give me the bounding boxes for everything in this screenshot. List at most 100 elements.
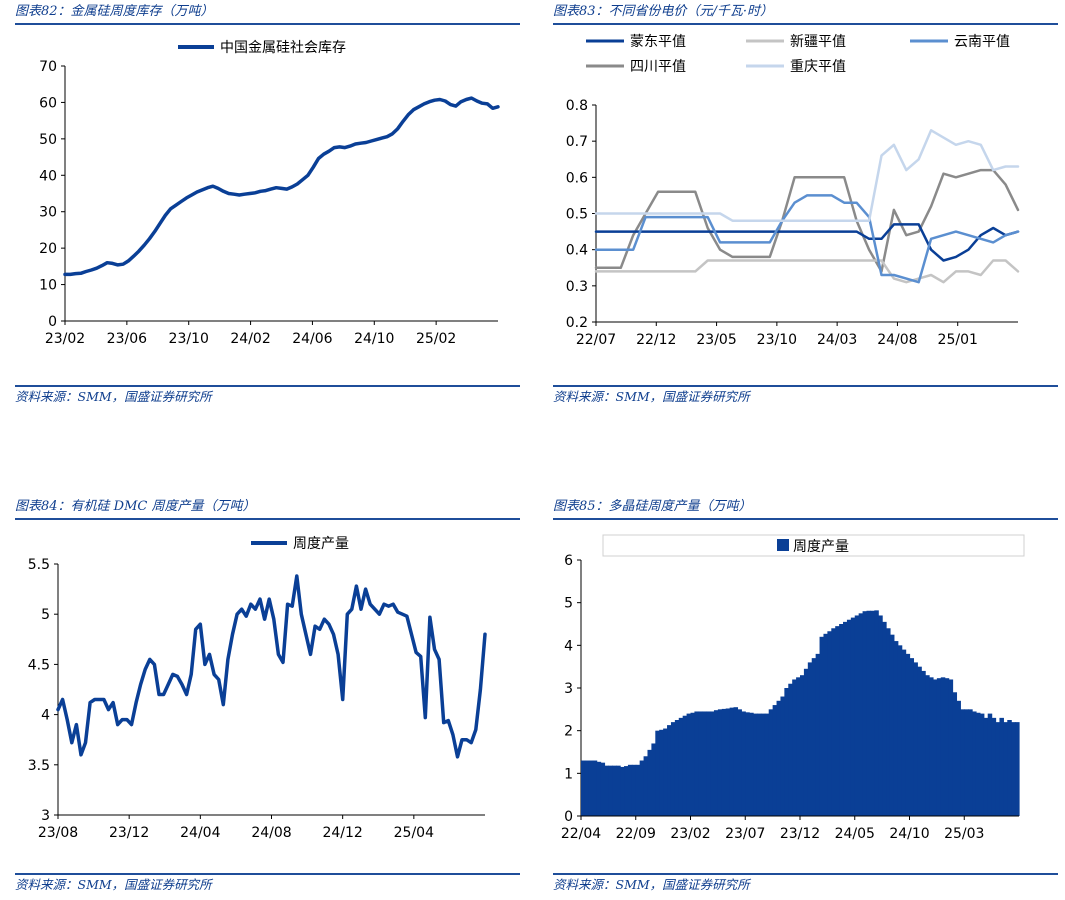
bar: [627, 764, 633, 816]
chart-panel-dmc-output: 图表84：有机硅 DMC 周度产量（万吨） 3 3.5 4 4.5 5 5.5 23/08 2…: [15, 498, 520, 898]
chart-panel-electricity-price: 图表83：不同省份电价（元/千瓦·时） 0.2 0.3 0.4 0.5 0.6 0.7 0.…: [553, 3, 1058, 413]
bar: [850, 617, 856, 816]
x-tick-label: 23/05: [696, 332, 736, 348]
bar: [710, 711, 715, 816]
bar: [987, 713, 993, 816]
series-inventory-line: [63, 96, 500, 277]
bar: [612, 765, 617, 816]
y-tick-label: 6: [564, 553, 573, 569]
source-rule: [553, 385, 1058, 387]
bar: [741, 711, 746, 816]
y-tick-label: 70: [39, 59, 57, 75]
bar: [780, 696, 785, 816]
title-rule: [15, 518, 520, 520]
source-note: 资料来源：SMM，国盛证券研究所: [553, 877, 750, 892]
bar: [749, 712, 754, 816]
x-tick-label: 24/06: [292, 331, 332, 347]
x-tick-label: 24/12: [322, 825, 362, 841]
y-tick-label: 0.3: [566, 279, 588, 295]
bar: [651, 743, 656, 816]
bar: [600, 762, 606, 816]
source-rule: [553, 873, 1058, 875]
bar: [745, 712, 750, 816]
bar: [932, 679, 938, 816]
bar: [592, 760, 598, 816]
legend-label: 周度产量: [293, 536, 349, 552]
bar: [698, 711, 703, 816]
y-tick-label: 4.5: [28, 657, 50, 673]
x-tick-label: 24/10: [354, 331, 394, 347]
bar: [796, 677, 801, 816]
y-tick-label: 20: [39, 241, 57, 257]
bar: [968, 709, 973, 816]
bar: [854, 615, 860, 816]
chart-title: 图表82：金属硅周度库存（万吨）: [15, 4, 214, 19]
bar: [729, 707, 735, 816]
bar: [768, 709, 774, 816]
chart-title: 图表84：有机硅 DMC 周度产量（万吨）: [15, 499, 256, 514]
x-tick-label: 23/07: [725, 826, 765, 842]
bar: [800, 675, 805, 816]
source-note: 资料来源：SMM，国盛证券研究所: [15, 877, 212, 892]
bar: [870, 610, 875, 816]
bar: [866, 610, 871, 816]
bar: [972, 711, 977, 816]
y-tick-label: 0.7: [566, 134, 588, 150]
legend-label: 新疆平值: [790, 34, 846, 50]
bar: [807, 662, 813, 816]
series-dmc-line: [56, 574, 487, 759]
bar: [663, 728, 668, 816]
bar: [1007, 720, 1012, 816]
y-tick-label: 40: [39, 168, 57, 184]
bar: [995, 722, 1001, 816]
bar: [753, 713, 758, 816]
bar: [788, 683, 793, 816]
x-tick-label: 24/02: [230, 331, 270, 347]
bar: [917, 666, 922, 816]
chart-title: 图表83：不同省份电价（元/千瓦·时）: [553, 4, 774, 19]
source-note: 资料来源：SMM，国盛证券研究所: [15, 389, 212, 404]
title-rule: [553, 23, 1058, 25]
bar: [811, 658, 817, 816]
bar: [846, 619, 852, 816]
bar: [827, 631, 832, 816]
x-tick-label: 24/10: [889, 826, 929, 842]
source-rule: [15, 385, 520, 387]
series-line-0: [594, 223, 1020, 262]
bar: [737, 709, 742, 816]
series-line-1: [594, 259, 1020, 284]
bar: [725, 708, 731, 816]
bar: [956, 700, 961, 816]
x-tick-label: 23/12: [780, 826, 820, 842]
y-tick-label: 0.2: [566, 315, 588, 331]
legend-label: 云南平值: [954, 34, 1010, 50]
x-tick-label: 25/02: [416, 331, 456, 347]
bar: [608, 765, 613, 816]
bar: [678, 717, 684, 816]
bar: [831, 628, 836, 816]
bar: [893, 641, 899, 816]
bar: [690, 712, 696, 816]
bar: [803, 668, 809, 816]
legend-label: 周度产量: [793, 539, 849, 555]
y-tick-label: 3: [564, 681, 573, 697]
bar: [667, 725, 672, 816]
bar: [596, 761, 602, 816]
bar: [819, 636, 825, 816]
bar: [835, 626, 840, 816]
bar: [905, 653, 911, 816]
y-tick-label: 0.6: [566, 170, 588, 186]
bar: [674, 720, 680, 816]
bar: [682, 715, 688, 816]
bar: [776, 700, 782, 816]
bar: [706, 711, 711, 816]
bar: [733, 707, 739, 816]
inventory-chart: 0 10 20 30 40 50 60 70 23/02 23/06 23/10 24/02 24/06…: [39, 40, 500, 347]
bar: [616, 765, 621, 816]
title-rule: [553, 518, 1058, 520]
polysilicon-output-chart: 0 1 2 3 4 5 6 22/04 22/09 23/02 23/07 23/12 24/05 24/…: [561, 534, 1025, 842]
legend-label: 蒙东平值: [630, 34, 686, 50]
x-tick-label: 23/08: [38, 825, 78, 841]
bar: [639, 760, 645, 816]
bar: [991, 717, 997, 816]
